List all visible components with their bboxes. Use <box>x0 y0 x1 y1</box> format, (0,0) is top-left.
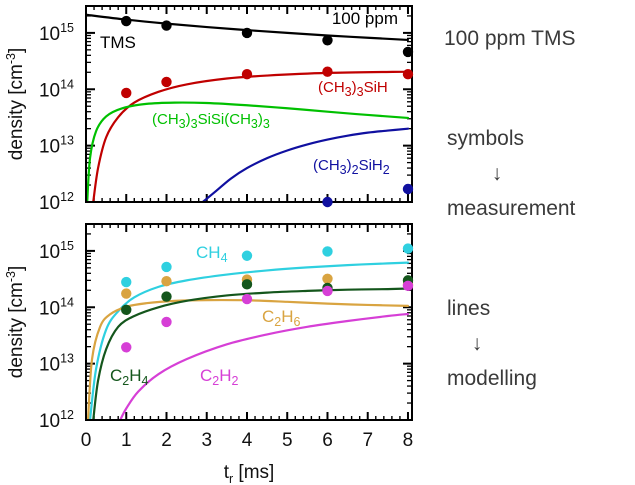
series-line-(CH3)3SiH <box>92 70 410 201</box>
x-tick-label: 1 <box>121 430 132 451</box>
data-point-C2H6 <box>322 273 333 284</box>
bottom-panel-markers <box>121 243 414 353</box>
data-point-C2H6 <box>121 288 132 299</box>
data-point-C2H2 <box>402 280 414 292</box>
data-point-C2H4 <box>161 291 172 302</box>
data-point-C2H2 <box>121 342 132 353</box>
data-point-C2H4 <box>241 279 253 290</box>
x-tick-label: 6 <box>322 430 333 451</box>
data-point-(CH3)3SiH <box>161 76 172 88</box>
data-point-C2H6 <box>161 276 172 287</box>
bottom-panel-y-tick-labels: 1012 1013 1014 1015 <box>39 239 74 432</box>
annotation-dimethylsilane: (CH3)2SiH2 <box>313 157 390 177</box>
svg-text:density [cm-3]: density [cm-3] <box>4 266 27 379</box>
y-tick-label: 1012 <box>39 408 74 432</box>
y-tick-label: 1012 <box>39 190 74 214</box>
annotation-ethane: C2H6 <box>262 307 301 329</box>
data-point-CH4 <box>121 276 132 288</box>
data-point-(CH3)3SiH <box>322 66 333 77</box>
x-tick-label: 4 <box>242 430 253 451</box>
top-panel-y-tick-labels: 1012 1013 1014 1015 <box>39 21 74 214</box>
x-axis-title: tr [ms] <box>224 462 275 485</box>
bottom-panel: 1012 1013 1014 1015 0 1 2 3 4 5 6 7 8 density [cm-3… <box>4 223 414 485</box>
x-tick-label: 8 <box>403 430 414 451</box>
data-point-C2H2 <box>241 293 253 305</box>
data-point-C2H2 <box>322 285 333 297</box>
data-point-(CH3)3SiH <box>241 69 253 80</box>
note-title: 100 ppm TMS <box>444 27 576 50</box>
annotation-trimethylsilane: (CH3)3SiH <box>318 79 388 99</box>
data-point-TMS <box>241 27 253 39</box>
y-tick-label: 1015 <box>39 21 74 45</box>
x-tick-label: 0 <box>81 430 92 451</box>
note-measurement: measurement <box>447 197 576 220</box>
right-notes: 100 ppm TMS symbols ↓ measurement lines … <box>444 27 576 390</box>
x-tick-label: 2 <box>161 430 172 451</box>
y-tick-label: 1013 <box>39 134 74 158</box>
arrow-down-icon-2: ↓ <box>472 332 483 355</box>
bottom-panel-y-axis-title: density [cm-3] <box>4 266 27 379</box>
data-point-CH4 <box>241 250 253 261</box>
bottom-panel-curves <box>87 261 410 419</box>
note-symbols: symbols <box>447 127 524 150</box>
data-point-TMS <box>161 20 172 31</box>
data-point-CH4 <box>322 246 333 257</box>
annotation-tms: TMS <box>100 33 136 52</box>
note-modelling: modelling <box>447 367 537 390</box>
series-line-C2H4 <box>92 287 410 419</box>
series-line-CH4 <box>89 261 410 419</box>
arrow-down-icon-1: ↓ <box>492 162 503 185</box>
y-tick-label: 1015 <box>39 239 74 263</box>
data-point-(CH3)2SiH2 <box>402 183 414 195</box>
data-point-TMS <box>402 46 414 58</box>
data-point-TMS <box>121 15 132 27</box>
note-lines: lines <box>447 297 490 320</box>
top-panel-markers <box>121 15 414 208</box>
series-line-(CH3)3SiSi(CH3)3 <box>87 101 410 201</box>
data-point-(CH3)3SiH <box>121 87 132 99</box>
annotation-methane: CH4 <box>196 243 228 265</box>
data-point-C2H4 <box>121 304 132 316</box>
y-tick-label: 1014 <box>39 77 74 101</box>
bottom-panel-x-tick-labels: 0 1 2 3 4 5 6 7 8 <box>81 430 414 451</box>
data-point-CH4 <box>402 243 414 254</box>
svg-text:density [cm-3]: density [cm-3] <box>4 48 27 161</box>
data-point-TMS <box>322 35 333 46</box>
series-line-C2H6 <box>87 298 410 419</box>
data-point-(CH3)2SiH2 <box>322 196 333 208</box>
data-point-(CH3)3SiH <box>402 69 414 80</box>
x-tick-label: 3 <box>201 430 212 451</box>
annotation-100ppm: 100 ppm <box>332 9 398 28</box>
series-line-C2H2 <box>119 312 410 419</box>
data-point-C2H2 <box>161 316 172 328</box>
y-tick-label: 1014 <box>39 295 74 319</box>
data-point-CH4 <box>161 261 172 273</box>
series-line-(CH3)2SiH2 <box>202 127 410 201</box>
annotation-hexamethyldisilane: (CH3)3SiSi(CH3)3 <box>152 111 270 131</box>
top-panel-y-axis-title: density [cm-3] <box>4 48 27 161</box>
x-tick-label: 7 <box>362 430 373 451</box>
x-tick-label: 5 <box>282 430 293 451</box>
annotation-ethylene: C2H4 <box>110 366 149 388</box>
y-tick-label: 1013 <box>39 352 74 376</box>
annotation-acetylene: C2H2 <box>200 366 239 388</box>
